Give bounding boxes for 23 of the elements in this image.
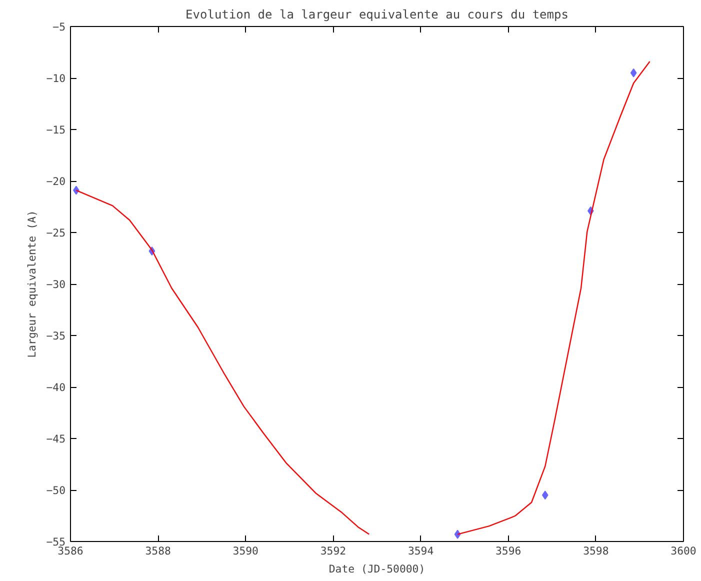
y-axis-title: Largeur equivalente (A) xyxy=(25,210,38,358)
y-tick-label: −45 xyxy=(46,432,66,446)
x-tick-label: 3590 xyxy=(232,544,258,558)
x-tick-label: 3600 xyxy=(670,544,696,558)
y-tick-label: −30 xyxy=(46,278,66,291)
x-tick-label: 3588 xyxy=(145,544,171,558)
y-tick-label: −5 xyxy=(52,20,66,34)
x-axis-title: Date (JD-50000) xyxy=(328,562,426,576)
y-tick-label: −15 xyxy=(46,124,66,136)
x-tick-label: 3598 xyxy=(583,544,609,558)
chart-title: Evolution de la largeur equivalente au cours du temps xyxy=(186,8,568,22)
y-tick-label: −50 xyxy=(46,484,66,497)
x-tick-label: 3592 xyxy=(320,544,346,558)
y-tick-label: −40 xyxy=(46,381,66,394)
point xyxy=(542,490,548,500)
x-tick-label: 3594 xyxy=(408,544,434,558)
y-tick-label: −10 xyxy=(46,72,66,85)
y-tick-label: −35 xyxy=(46,330,66,342)
y-tick-label: −20 xyxy=(46,175,66,188)
y-tick-label: −25 xyxy=(46,226,66,240)
point xyxy=(630,68,637,78)
x-tick-label: 3586 xyxy=(58,544,84,558)
x-tick-label: 3596 xyxy=(496,544,522,558)
